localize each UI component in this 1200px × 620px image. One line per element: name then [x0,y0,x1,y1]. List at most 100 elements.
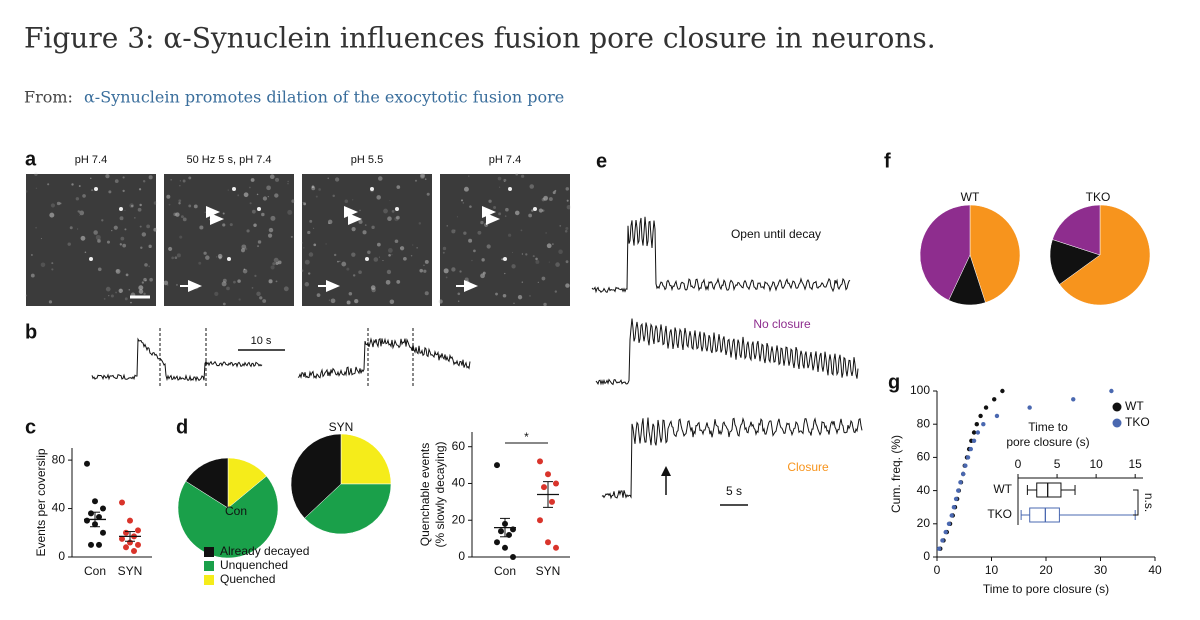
speckle [205,255,210,260]
y-tick-label: 0 [458,549,465,563]
data-point [96,541,102,548]
scale-label: 5 s [726,484,742,498]
speckle [358,219,363,224]
bright-spot [508,187,512,191]
speckle [564,229,568,233]
speckle [272,262,276,266]
bright-spot [89,257,93,261]
speckle [451,229,456,234]
x-tick-label: 10 [985,563,999,577]
speckle [468,175,470,177]
bright-spot [257,207,261,211]
panel-letter: e [596,150,607,172]
speckle [108,190,112,194]
data-point [100,505,106,512]
speckle [513,302,515,304]
speckle [35,187,38,189]
speckle [153,201,158,205]
data-point [981,422,986,427]
speckle [251,287,254,289]
data-point [940,538,945,543]
speckle [119,243,122,246]
speckle [270,265,275,270]
data-point [553,544,559,551]
speckle [488,199,492,203]
speckle [105,173,110,179]
speckle [243,268,246,271]
speckle [277,260,282,265]
speckle [418,222,422,225]
y-tick-label: 80 [917,416,931,430]
figure-title: Figure 3: α-Synuclein influences fusion … [24,22,936,55]
speckle [149,277,153,282]
box [1036,482,1062,498]
speckle [546,243,552,249]
data-point [84,517,90,524]
speckle [416,246,418,249]
data-point [943,529,948,535]
speckle [226,286,230,291]
inset-title: Time to [1028,420,1068,434]
speckle [307,272,311,275]
speckle [394,216,399,222]
speckle [113,225,118,230]
speckle [303,247,305,249]
x-axis-label: Time to pore closure (s) [983,582,1109,596]
speckle [565,283,570,288]
pie-slice [290,433,342,519]
speckle [503,178,507,182]
speckle [215,256,218,258]
speckle [346,267,350,271]
speckle [504,215,507,217]
y-tick-label: 0 [923,549,930,563]
speckle [535,257,538,261]
speckle [394,239,399,243]
x-tick-label: 0 [934,563,941,577]
speckle [420,174,425,180]
speckle [423,264,425,267]
source-link[interactable]: α-Synuclein promotes dilation of the exo… [84,88,564,107]
speckle [108,295,110,297]
legend-label: TKO [1125,415,1150,429]
speckle [275,262,279,266]
speckle [267,233,273,238]
speckle [388,253,391,257]
speckle [504,272,506,275]
speckle [148,265,151,268]
data-point [994,413,1000,419]
x-tick-label: 0 [1015,457,1022,471]
speckle [115,269,120,273]
trace-label: Closure [787,460,829,474]
image-label: pH 7.4 [75,154,107,166]
speckle [128,289,131,291]
bright-spot [94,187,98,191]
data-point [545,471,551,478]
data-point [1027,405,1032,410]
speckle [376,242,381,247]
speckle [486,244,491,249]
speckle [538,208,543,213]
speckle [383,208,388,214]
speckle [344,199,349,204]
speckle [424,259,429,264]
data-point [956,488,961,493]
speckle [501,258,504,261]
speckle [75,197,80,201]
legend-swatch [204,547,214,557]
speckle [174,256,178,260]
speckle [482,271,486,275]
trace [601,416,863,500]
speckle [502,293,507,298]
data-point [965,455,971,460]
speckle [515,172,519,176]
trace [591,216,851,294]
pie-slice [185,457,229,509]
speckle [382,259,384,262]
arrowhead [661,466,671,476]
speckle [528,213,533,218]
y-tick-label: 60 [452,439,466,453]
speckle [558,249,563,255]
speckle [566,204,572,210]
bright-spot [370,187,374,191]
speckle [130,204,134,208]
